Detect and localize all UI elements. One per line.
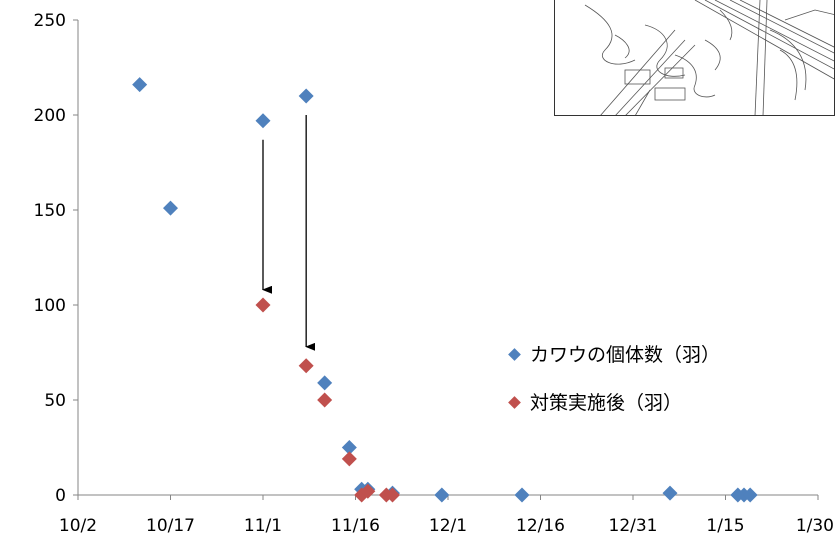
data-point-series-1 <box>163 200 178 216</box>
x-tick-label: 10/17 <box>146 516 195 536</box>
x-tick-label: 10/2 <box>59 516 97 536</box>
x-tick-label: 11/16 <box>331 516 380 536</box>
data-point-series-1 <box>255 113 271 129</box>
y-tick-label: 50 <box>44 391 66 411</box>
legend-entry-series-2: 対策実施後（羽） <box>508 392 682 414</box>
map-drawing <box>584 0 834 115</box>
x-tick-label: 12/1 <box>429 516 467 536</box>
x-tick-label: 1/15 <box>706 516 744 536</box>
y-axis: 0 50 100 150 200 250 <box>34 11 79 506</box>
y-tick-label: 100 <box>34 296 66 316</box>
data-point-series-1 <box>132 77 148 93</box>
legend-marker-series-1 <box>508 348 521 361</box>
y-tick-label: 200 <box>34 106 66 126</box>
x-tick-label: 12/16 <box>516 516 565 536</box>
data-point-series-1 <box>662 485 678 501</box>
data-point-series-2 <box>360 483 376 499</box>
legend-entry-series-1: カワウの個体数（羽） <box>508 344 720 366</box>
x-axis: 10/2 10/17 11/1 11/16 12/1 12/16 12/31 1/15 1/30 <box>59 494 834 536</box>
series-2 <box>255 297 400 503</box>
data-point-series-1 <box>317 375 333 391</box>
x-tick-label: 1/30 <box>796 516 834 536</box>
data-point-series-2 <box>385 487 400 503</box>
annotation-arrows <box>262 115 316 351</box>
map-inset-image <box>554 0 835 116</box>
data-point-series-2 <box>298 358 314 374</box>
y-tick-label: 150 <box>34 201 66 221</box>
data-point-series-2 <box>341 451 357 467</box>
series-1 <box>132 77 758 503</box>
data-points <box>132 77 758 503</box>
y-tick-label: 0 <box>55 486 66 506</box>
data-point-series-2 <box>255 297 271 313</box>
x-tick-label: 12/31 <box>609 516 658 536</box>
data-point-series-2 <box>317 392 333 408</box>
data-point-series-1 <box>742 487 758 503</box>
legend-label-series-1: カワウの個体数（羽） <box>530 344 720 366</box>
data-point-series-1 <box>298 88 314 104</box>
data-point-series-1 <box>514 487 530 503</box>
legend-label-series-2: 対策実施後（羽） <box>530 392 682 414</box>
legend-marker-series-2 <box>508 396 521 409</box>
x-tick-label: 11/1 <box>244 516 282 536</box>
data-point-series-1 <box>434 487 450 503</box>
legend: カワウの個体数（羽） 対策実施後（羽） <box>508 344 720 414</box>
data-point-series-1 <box>341 440 357 455</box>
y-tick-label: 250 <box>34 11 66 31</box>
